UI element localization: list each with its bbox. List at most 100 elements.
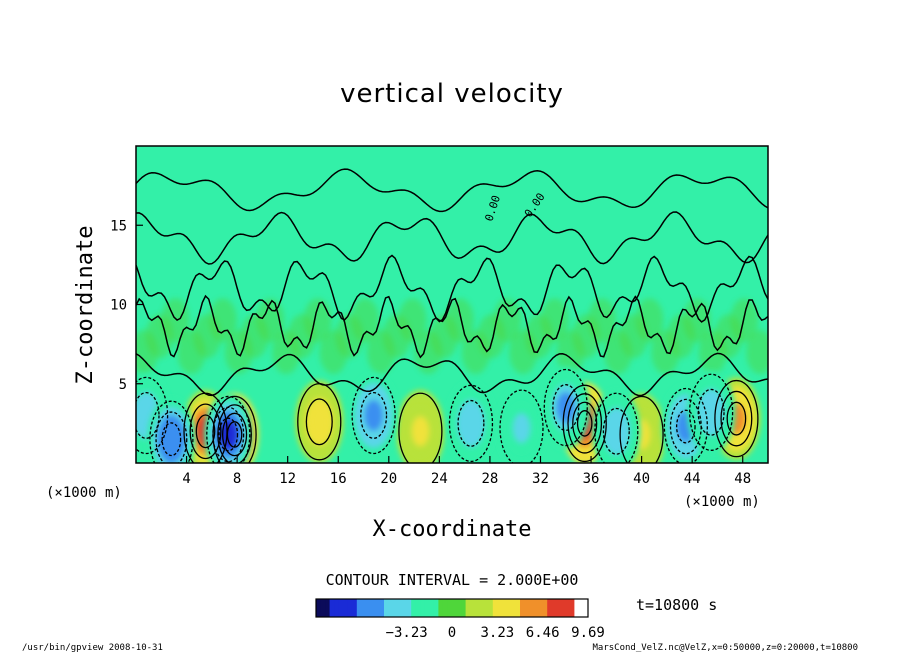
- footer-right: MarsCond_VelZ.nc@VelZ,x=0:50000,z=0:2000…: [592, 643, 858, 653]
- field-band-17: [398, 298, 427, 343]
- colorbar-cell-32: [461, 599, 467, 617]
- colorbar-cell-4: [334, 599, 340, 617]
- field-band-11: [303, 298, 332, 343]
- feature-3-level-3: [411, 416, 430, 447]
- chart-title: vertical velocity: [340, 79, 564, 109]
- contour-ring-4-2: [572, 401, 598, 446]
- contour-ring-3-0: [398, 392, 443, 463]
- colorbar-cell-29: [447, 599, 453, 617]
- field-band-20: [445, 298, 474, 343]
- feature-2-level-3: [310, 406, 329, 437]
- contour-ring-14-1: [602, 407, 630, 455]
- contour-ring-12-0: [499, 389, 544, 463]
- x-unit-right: (×1000 m): [684, 494, 760, 510]
- colorbar-tick-label-3: 6.46: [526, 625, 560, 641]
- colorbar-cell-44: [515, 599, 521, 617]
- colorbar-cell-28: [442, 599, 448, 617]
- colorbar-cell-0: [316, 599, 322, 617]
- contour-ring-6-2: [726, 401, 747, 436]
- contour-zero-4: [136, 352, 768, 397]
- colorbar-cell-36: [479, 599, 485, 617]
- colorbar-cell-23: [420, 599, 426, 617]
- contour-ring-13-1: [552, 384, 580, 431]
- colorbar-tick-label-4: 9.69: [571, 625, 605, 641]
- colorbar-cell-7: [347, 599, 353, 617]
- colorbar-ticks: −3.23 0 3.23 6.46 9.69: [386, 625, 605, 641]
- contour-ring-6-0: [714, 379, 759, 458]
- colorbar-scale: [316, 599, 589, 617]
- time-label: t=10800 s: [636, 596, 717, 614]
- field-band-39: [746, 330, 768, 375]
- colorbar-cell-15: [384, 599, 390, 617]
- y-axis: 5 10 15: [110, 218, 143, 393]
- colorbar-cell-45: [520, 599, 526, 617]
- colorbar-cell-26: [433, 599, 439, 617]
- colorbar-cell-52: [551, 599, 557, 617]
- colorbar-cell-20: [406, 599, 412, 617]
- field-band-38: [730, 298, 759, 343]
- x-tick-label-0: 4: [182, 471, 190, 487]
- x-unit-left: (×1000 m): [46, 485, 122, 501]
- colorbar-cell-17: [393, 599, 399, 617]
- x-axis-label: X-coordinate: [373, 517, 532, 542]
- contour-ring-5-0: [619, 395, 664, 463]
- colorbar-cell-39: [492, 599, 498, 617]
- contour-zero-2: [136, 254, 768, 323]
- colorbar: −3.23 0 3.23 6.46 9.69: [315, 598, 605, 641]
- contour-ring-9-0: [206, 395, 251, 463]
- contour-ring-10-0: [351, 376, 396, 455]
- colorbar-cell-21: [411, 599, 417, 617]
- colorbar-cell-53: [556, 599, 562, 617]
- colorbar-cell-12: [370, 599, 376, 617]
- x-tick-label-1: 8: [233, 471, 241, 487]
- colorbar-cell-5: [338, 599, 344, 617]
- contour-interval-text: CONTOUR INTERVAL = 2.000E+00: [326, 571, 579, 589]
- feature-10-level-3: [364, 400, 383, 431]
- contour-ring-8-1: [155, 411, 188, 463]
- x-tick-label-7: 32: [532, 471, 549, 487]
- field-band-35: [682, 298, 711, 343]
- contour-ring-1-1: [217, 404, 252, 463]
- feature-8-level-3: [162, 424, 181, 455]
- colorbar-cell-24: [424, 599, 430, 617]
- y-tick-label-0: 5: [119, 377, 127, 393]
- colorbar-cell-33: [465, 599, 471, 617]
- colorbar-cell-9: [356, 599, 362, 617]
- colorbar-cell-38: [488, 599, 494, 617]
- x-tick-label-10: 44: [684, 471, 701, 487]
- colorbar-cell-1: [320, 599, 326, 617]
- colorbar-cell-54: [560, 599, 566, 617]
- field-band-32: [635, 298, 664, 343]
- contour-ring-8-0: [149, 400, 194, 463]
- x-tick-label-2: 12: [279, 471, 296, 487]
- field-band-5: [208, 298, 237, 343]
- contour-lines: [136, 168, 768, 463]
- colorbar-cell-14: [379, 599, 385, 617]
- field-band-14: [351, 298, 380, 343]
- contour-ring-7-0: [136, 376, 169, 455]
- colorbar-cell-30: [452, 599, 458, 617]
- x-tick-label-4: 20: [380, 471, 397, 487]
- contour-zero-3: [136, 294, 768, 359]
- colorbar-cell-8: [352, 599, 358, 617]
- colorbar-cell-16: [388, 599, 394, 617]
- contour-ring-1-2: [222, 412, 248, 457]
- contour-ring-2-1: [305, 398, 333, 446]
- contour-ring-13-0: [543, 368, 588, 447]
- contour-ring-7-1: [136, 391, 160, 439]
- contour-ring-15-2: [675, 409, 696, 444]
- colorbar-cell-41: [501, 599, 507, 617]
- feature-14-level-3: [607, 416, 626, 447]
- colorbar-cell-10: [361, 599, 367, 617]
- y-tick-label-2: 15: [110, 218, 127, 234]
- contour-ring-15-0: [663, 387, 708, 463]
- contour-ring-14-0: [594, 392, 639, 463]
- contour-ring-9-2: [218, 417, 239, 452]
- colorbar-cell-13: [374, 599, 380, 617]
- colorbar-cell-46: [524, 599, 530, 617]
- colorbar-frame: [315, 598, 589, 618]
- colorbar-cell-55: [565, 599, 571, 617]
- contour-ring-6-1: [720, 390, 753, 447]
- colorbar-cell-34: [470, 599, 476, 617]
